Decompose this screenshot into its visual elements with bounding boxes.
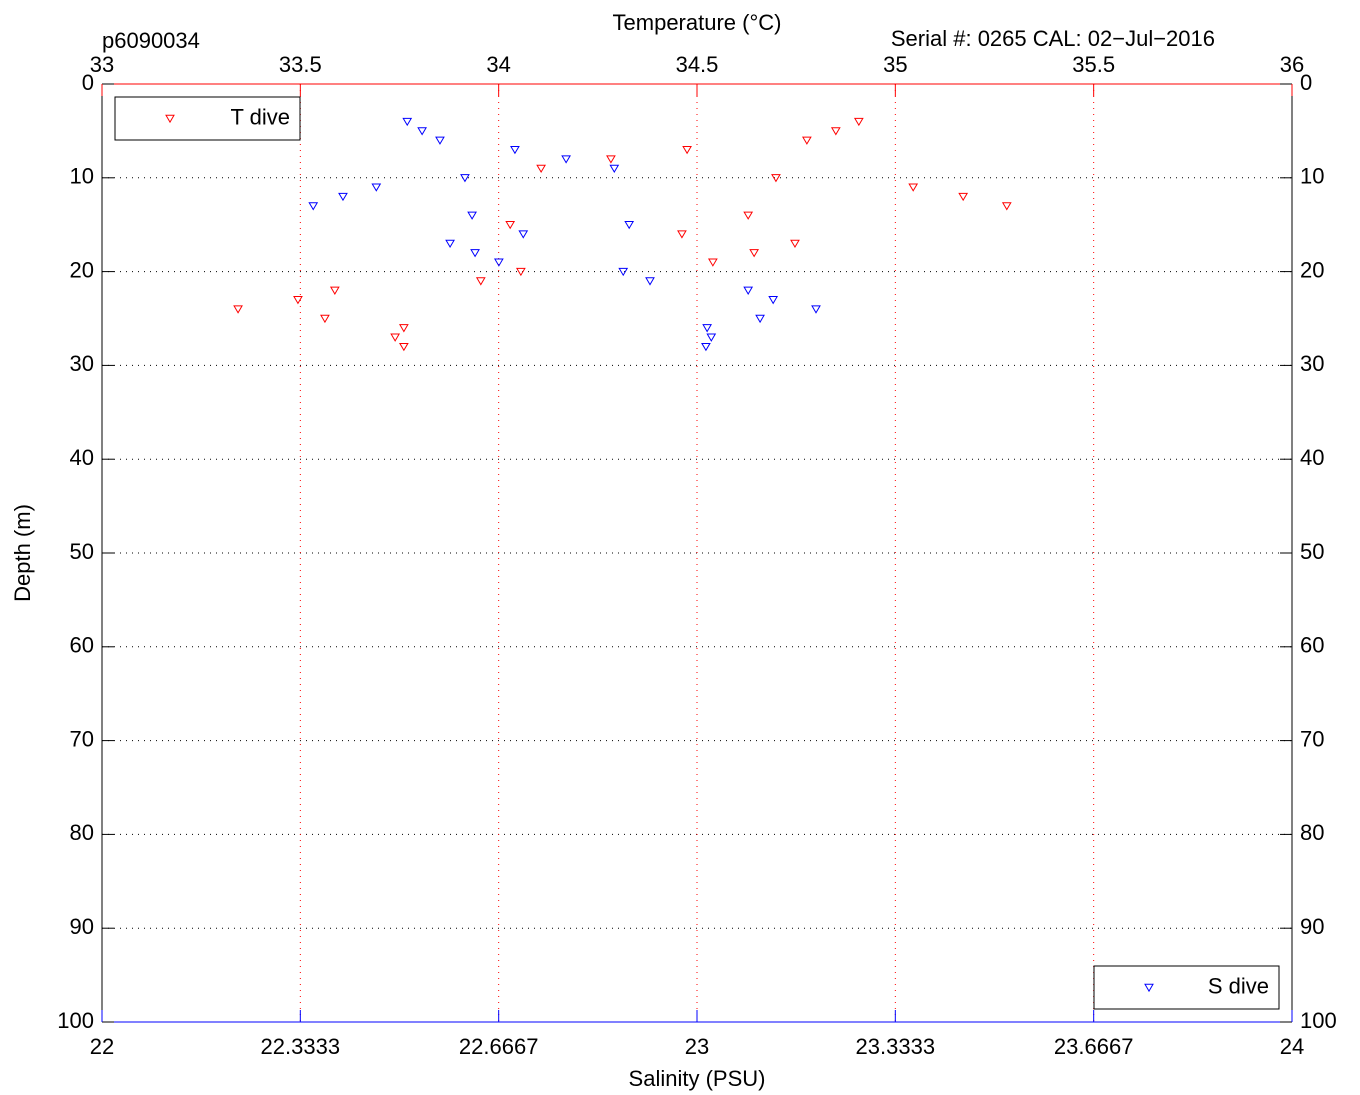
y-tick-label: 70 — [70, 726, 94, 751]
y-tick-label: 20 — [70, 257, 94, 282]
y-tick-label: 100 — [57, 1008, 94, 1033]
y-tick-label: 60 — [70, 633, 94, 658]
x-tick-label: 22 — [90, 1034, 114, 1059]
point — [707, 258, 718, 267]
point — [618, 267, 629, 277]
point — [338, 192, 348, 202]
point — [467, 211, 477, 220]
point — [293, 296, 303, 305]
point — [398, 342, 409, 352]
point — [768, 296, 779, 305]
point — [706, 333, 717, 342]
point — [790, 239, 800, 249]
point — [830, 127, 841, 136]
point — [802, 136, 812, 145]
point — [435, 136, 445, 145]
point — [743, 211, 754, 220]
x-tick-label: 22.3333 — [261, 1034, 341, 1059]
point — [606, 155, 616, 164]
point — [233, 305, 243, 314]
point — [677, 230, 687, 239]
y-tick-label: 60 — [1300, 633, 1324, 658]
y-tick-label: 30 — [70, 351, 94, 376]
point — [749, 249, 759, 258]
point — [609, 164, 620, 174]
point — [536, 164, 546, 174]
y-tick-label: 40 — [1300, 445, 1324, 470]
chart-subtitle: Serial #: 0265 CAL: 02−Jul−2016 — [891, 26, 1215, 51]
point — [811, 305, 821, 314]
point — [853, 117, 864, 127]
point — [510, 145, 520, 155]
x2-tick-label: 35 — [883, 52, 907, 77]
point — [493, 258, 504, 267]
y-tick-label: 70 — [1300, 726, 1324, 751]
x-tick-label: 23.3333 — [856, 1034, 936, 1059]
x2-tick-label: 33.5 — [279, 52, 322, 77]
y-tick-label: 30 — [1300, 351, 1324, 376]
point — [402, 117, 413, 127]
point — [371, 183, 382, 192]
y-tick-label: 40 — [70, 445, 94, 470]
x2-tick-label: 36 — [1280, 52, 1304, 77]
x2-tick-label: 34.5 — [676, 52, 719, 77]
top-axis-label: Temperature (°C) — [613, 10, 782, 35]
point — [398, 324, 409, 333]
legend-box — [1093, 965, 1280, 1010]
y-tick-label: 50 — [70, 539, 94, 564]
x2-tick-label: 35.5 — [1072, 52, 1115, 77]
y-tick-label: 80 — [70, 820, 94, 845]
y-tick-label: 90 — [1300, 914, 1324, 939]
point — [308, 202, 319, 211]
x2-tick-label: 33 — [90, 52, 114, 77]
y-tick-label: 90 — [70, 914, 94, 939]
point — [908, 183, 919, 192]
y-tick-label: 10 — [70, 164, 94, 189]
point — [390, 333, 401, 342]
point — [320, 314, 330, 324]
x-tick-label: 22.6667 — [459, 1034, 539, 1059]
point — [516, 267, 526, 277]
point — [470, 249, 480, 258]
x-tick-label: 23 — [685, 1034, 709, 1059]
y-axis-label: Depth (m) — [10, 504, 35, 602]
point — [624, 221, 635, 230]
point — [755, 314, 765, 324]
y-tick-label: 100 — [1300, 1008, 1337, 1033]
point — [771, 174, 781, 183]
point — [417, 127, 427, 136]
point — [1001, 202, 1012, 211]
point — [743, 286, 754, 295]
legend-box — [114, 96, 301, 141]
y-tick-label: 10 — [1300, 164, 1324, 189]
chart-title: p6090034 — [102, 28, 200, 53]
point — [445, 239, 455, 249]
point — [460, 174, 470, 183]
x2-tick-label: 34 — [486, 52, 510, 77]
point — [701, 342, 711, 352]
point — [682, 145, 692, 155]
y-tick-label: 50 — [1300, 539, 1324, 564]
point — [475, 277, 486, 286]
point — [518, 230, 529, 239]
point — [329, 286, 340, 295]
bottom-axis-label: Salinity (PSU) — [629, 1066, 766, 1091]
legend-marker — [1144, 983, 1154, 993]
legend-marker — [165, 114, 175, 124]
point — [561, 155, 571, 164]
point — [702, 324, 712, 333]
y-tick-label: 0 — [1300, 70, 1312, 95]
point — [958, 192, 969, 202]
y-tick-label: 20 — [1300, 257, 1324, 282]
legend-label: S dive — [1208, 973, 1269, 998]
point — [645, 277, 655, 286]
y-tick-label: 0 — [82, 70, 94, 95]
point — [505, 221, 516, 230]
x-tick-label: 24 — [1280, 1034, 1304, 1059]
x-tick-label: 23.6667 — [1054, 1034, 1134, 1059]
legend-label: T dive — [230, 104, 290, 129]
y-tick-label: 80 — [1300, 820, 1324, 845]
